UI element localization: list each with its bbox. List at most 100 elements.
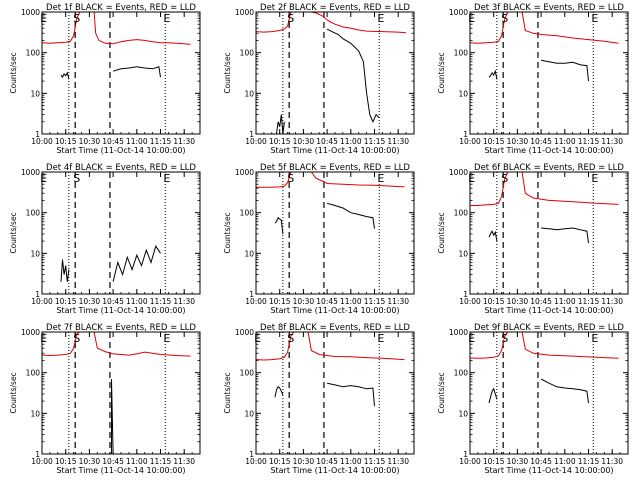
y-axis-label: Counts/sec	[9, 372, 18, 413]
y-tick-label: 1000	[21, 8, 40, 17]
x-axis-label: Start Time (11-Oct-14 10:00:00)	[484, 146, 613, 155]
panel-title: Det 4f BLACK = Events, RED = LLD	[46, 163, 196, 173]
plot-frame	[41, 331, 201, 455]
plot-frame	[469, 171, 629, 295]
x-tick-label: 10:00	[245, 297, 267, 306]
x-tick-label: 10:15	[269, 137, 291, 146]
x-tick-label: 11:30	[173, 137, 195, 146]
panel-title: Det 2f BLACK = Events, RED = LLD	[260, 3, 410, 13]
phase-marker-label: E	[377, 332, 384, 345]
y-tick-label: 100	[240, 209, 255, 218]
events-series-line	[274, 386, 284, 398]
x-tick-label: 11:15	[150, 457, 172, 466]
x-tick-label: 10:30	[79, 457, 101, 466]
x-axis-label: Start Time (11-Oct-14 10:00:00)	[270, 146, 399, 155]
y-tick-label: 1	[35, 290, 40, 299]
events-series-line	[488, 69, 498, 80]
events-series-line	[60, 71, 70, 80]
x-tick-label: 10:45	[316, 457, 338, 466]
x-tick-label: 11:15	[150, 297, 172, 306]
x-tick-label: 11:00	[126, 137, 148, 146]
events-series-line	[541, 59, 589, 82]
y-tick-label: 1000	[235, 168, 254, 177]
x-axis-label: Start Time (11-Oct-14 10:00:00)	[484, 306, 613, 315]
y-tick-label: 10	[30, 89, 40, 98]
x-tick-label: 11:00	[340, 137, 362, 146]
y-tick-label: 100	[26, 209, 41, 218]
y-tick-label: 100	[454, 369, 469, 378]
x-tick-label: 10:30	[79, 297, 101, 306]
events-series-line	[488, 387, 498, 404]
lld-series-line	[256, 172, 405, 188]
lld-series-line	[256, 12, 407, 34]
phase-marker-label: S	[287, 332, 294, 345]
y-tick-label: 100	[454, 49, 469, 58]
x-tick-label: 11:30	[387, 297, 409, 306]
x-tick-label: 10:30	[507, 137, 529, 146]
y-axis-label: Counts/sec	[9, 212, 18, 253]
phase-marker-label: E	[377, 172, 384, 185]
events-series-line	[276, 114, 285, 134]
x-tick-label: 10:30	[293, 457, 315, 466]
x-tick-label: 11:15	[578, 457, 600, 466]
y-tick-label: 100	[240, 369, 255, 378]
x-tick-label: 10:30	[507, 457, 529, 466]
y-tick-label: 1	[463, 450, 468, 459]
y-tick-label: 10	[458, 249, 468, 258]
phase-marker-label: E	[377, 12, 384, 25]
x-tick-label: 11:30	[387, 457, 409, 466]
x-tick-label: 10:30	[293, 297, 315, 306]
phase-marker-label: S	[501, 12, 508, 25]
events-series-line	[112, 245, 161, 282]
panel-title: Det 3f BLACK = Events, RED = LLD	[474, 3, 624, 13]
y-axis-label: Counts/sec	[223, 52, 232, 93]
y-tick-label: 1	[35, 130, 40, 139]
y-tick-label: 1000	[449, 168, 468, 177]
x-tick-label: 10:15	[269, 297, 291, 306]
plot-frame	[255, 171, 415, 295]
x-tick-label: 10:00	[459, 137, 481, 146]
y-tick-label: 1000	[21, 168, 40, 177]
events-series-line	[60, 259, 70, 282]
x-tick-label: 10:45	[102, 457, 124, 466]
x-tick-label: 11:15	[364, 297, 386, 306]
events-series-line	[111, 378, 114, 454]
plot-frame	[41, 11, 201, 135]
x-tick-label: 10:45	[316, 297, 338, 306]
x-tick-label: 10:15	[483, 297, 505, 306]
y-tick-label: 1000	[235, 8, 254, 17]
x-tick-label: 10:30	[293, 137, 315, 146]
x-tick-label: 10:15	[483, 137, 505, 146]
x-tick-label: 11:30	[601, 457, 623, 466]
x-tick-label: 11:30	[387, 137, 409, 146]
phase-marker-label: S	[73, 332, 80, 345]
phase-marker-label: E	[591, 172, 598, 185]
phase-marker-label: E	[163, 332, 170, 345]
panel-title: Det 7f BLACK = Events, RED = LLD	[46, 323, 196, 333]
phase-marker-label: S	[501, 332, 508, 345]
events-series-line	[274, 216, 284, 234]
x-tick-label: 11:15	[578, 297, 600, 306]
x-tick-label: 10:00	[245, 457, 267, 466]
x-tick-label: 10:30	[507, 297, 529, 306]
y-axis-label: Counts/sec	[437, 212, 446, 253]
events-series-line	[326, 28, 380, 124]
phase-marker-label: S	[287, 172, 294, 185]
events-series-line	[326, 202, 375, 229]
x-tick-label: 10:15	[55, 457, 77, 466]
y-tick-label: 10	[458, 89, 468, 98]
phase-marker-label: E	[163, 12, 170, 25]
x-tick-label: 11:00	[554, 457, 576, 466]
x-tick-label: 11:00	[340, 457, 362, 466]
y-axis-label: Counts/sec	[437, 52, 446, 93]
x-tick-label: 10:15	[55, 297, 77, 306]
x-tick-label: 11:30	[173, 297, 195, 306]
phase-marker-label: E	[591, 12, 598, 25]
y-tick-label: 1000	[21, 328, 40, 337]
